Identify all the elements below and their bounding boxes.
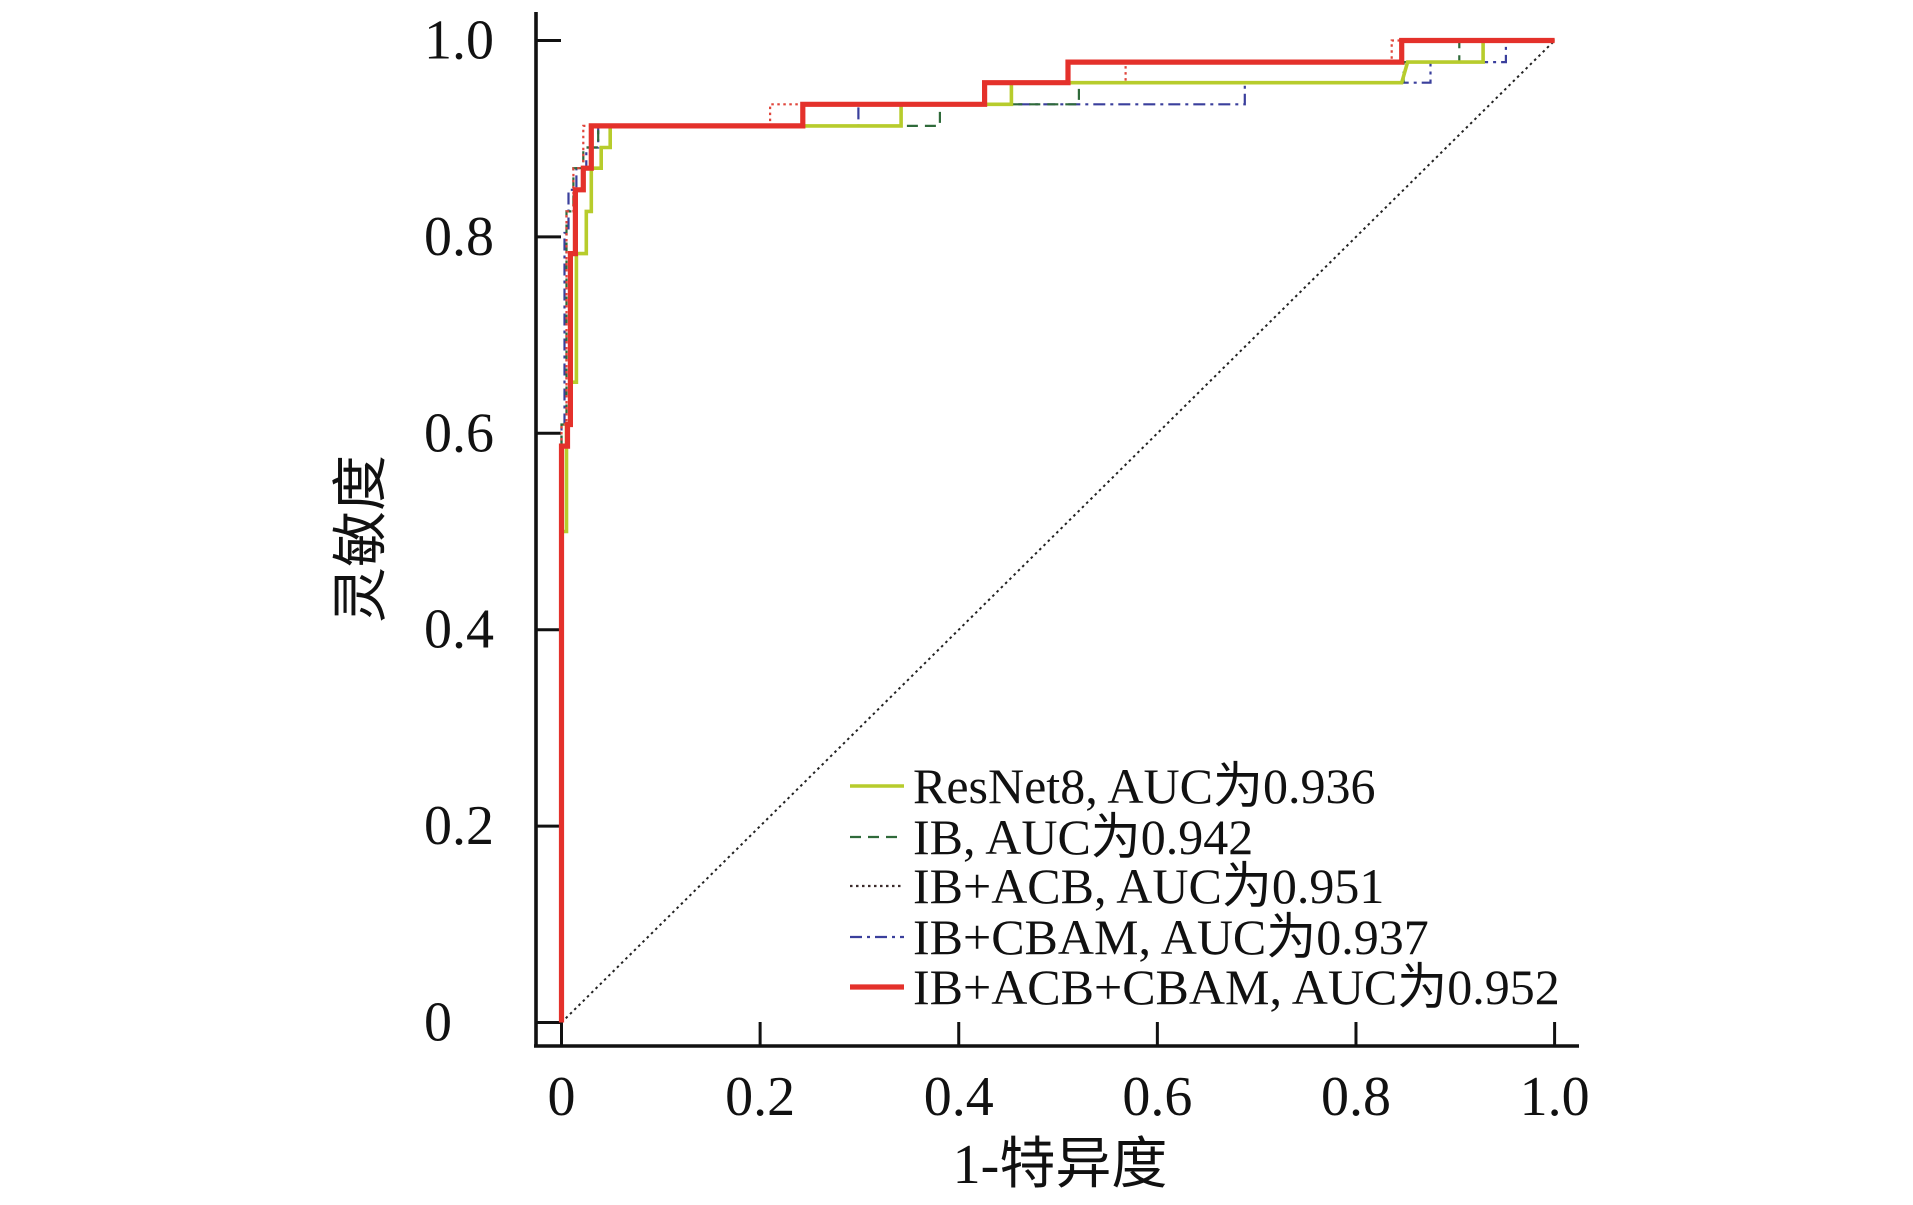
- x-axis-title: 1-特异度: [953, 1134, 1168, 1196]
- y-tick-label: 0.8: [424, 206, 494, 268]
- x-tick-label: 1.0: [1520, 1066, 1590, 1128]
- y-tick-label: 0.2: [424, 795, 494, 857]
- legend-item-resnet8: ResNet8, AUC为0.936: [850, 758, 1376, 814]
- legend-label-ib-cbam: IB+CBAM, AUC为0.937: [913, 909, 1429, 965]
- legend-item-ib: IB, AUC为0.942: [850, 809, 1253, 865]
- x-axis-ticks: 0 0.2 0.4 0.6 0.8 1.0: [548, 1022, 1590, 1128]
- x-tick-label: 0.2: [725, 1066, 795, 1128]
- x-tick-label: 0.8: [1321, 1066, 1391, 1128]
- y-axis-title: 灵敏度: [331, 455, 393, 623]
- legend: ResNet8, AUC为0.936 IB, AUC为0.942 IB+ACB,…: [850, 758, 1560, 1015]
- x-tick-label: 0.4: [924, 1066, 994, 1128]
- y-tick-label: 0: [424, 992, 452, 1054]
- legend-item-ib-cbam: IB+CBAM, AUC为0.937: [850, 909, 1429, 965]
- x-tick-label: 0: [548, 1066, 576, 1128]
- series-line-ib-acb-cbam: [558, 37, 1555, 1023]
- y-tick-label: 1.0: [424, 10, 494, 72]
- y-tick-label: 0.4: [424, 599, 494, 661]
- y-tick-label: 0.6: [424, 402, 494, 464]
- x-tick-label: 0.6: [1122, 1066, 1192, 1128]
- legend-label-ib: IB, AUC为0.942: [913, 809, 1253, 865]
- reference-diagonal-line: [560, 39, 1556, 1024]
- legend-label-ib-acb: IB+ACB, AUC为0.951: [913, 858, 1384, 914]
- legend-label-resnet8: ResNet8, AUC为0.936: [913, 758, 1376, 814]
- legend-label-ib-acb-cbam: IB+ACB+CBAM, AUC为0.952: [913, 959, 1560, 1015]
- y-axis-ticks: 0 0.2 0.4 0.6 0.8 1.0: [424, 10, 561, 1054]
- legend-item-ib-acb: IB+ACB, AUC为0.951: [850, 858, 1384, 914]
- plot-area: [558, 37, 1556, 1024]
- legend-item-ib-acb-cbam: IB+ACB+CBAM, AUC为0.952: [850, 959, 1560, 1015]
